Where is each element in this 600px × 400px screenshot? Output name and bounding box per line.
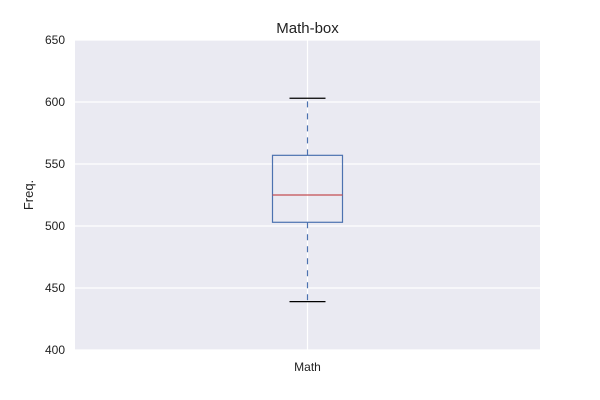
chart-title: Math-box xyxy=(276,20,339,37)
y-tick-labels: 400 450 500 550 600 650 xyxy=(45,33,65,357)
box-plot-group xyxy=(271,97,344,303)
box-iqr xyxy=(271,154,344,223)
y-tick-label: 600 xyxy=(45,95,65,109)
y-tick-label: 450 xyxy=(45,281,65,295)
y-axis-label: Freq. xyxy=(21,180,36,210)
y-tick-label: 500 xyxy=(45,219,65,233)
box-math xyxy=(271,97,344,303)
x-tick-labels: Math xyxy=(294,360,321,374)
y-tick-label: 550 xyxy=(45,157,65,171)
y-tick-label: 650 xyxy=(45,33,65,47)
y-tick-label: 400 xyxy=(45,343,65,357)
x-tick-label: Math xyxy=(294,360,321,374)
